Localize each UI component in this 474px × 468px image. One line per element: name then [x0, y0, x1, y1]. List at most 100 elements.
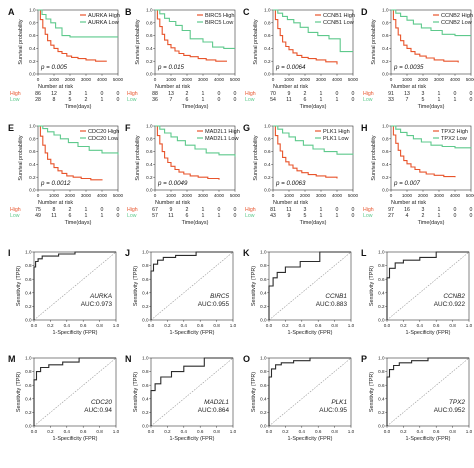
risk-row-label-low: Low: [245, 97, 255, 103]
x-tick-label: 0.2: [400, 323, 407, 328]
risk-count-high: 81: [270, 207, 276, 213]
y-tick-label: 0.4: [142, 396, 149, 401]
plot-frame: [390, 9, 472, 75]
x-axis-label: 1-Specificity (FPR): [406, 436, 451, 442]
risk-count-low: 11: [51, 213, 56, 219]
risk-row-label-high: High: [10, 207, 21, 213]
x-tick-label: 0.0: [266, 429, 273, 434]
x-tick-label: 4000: [97, 193, 108, 198]
legend-label-high: CCNB1 High: [323, 13, 355, 19]
x-tick-label: 4000: [332, 77, 343, 82]
risk-count-low: 9: [288, 213, 291, 219]
risk-row-label-high: High: [127, 207, 138, 213]
km-curve-low: [391, 125, 472, 149]
roc-curve: [386, 251, 469, 320]
y-tick-label: 1.0: [378, 356, 385, 361]
risk-count-high: 0: [234, 91, 237, 97]
risk-count-high: 2: [304, 91, 307, 97]
x-tick-label: 0.4: [417, 429, 424, 434]
y-tick-label: 0.0: [29, 72, 36, 77]
risk-count-high: 8: [53, 207, 56, 213]
x-tick-label: 0.8: [96, 429, 103, 434]
y-tick-label: 0.2: [146, 175, 153, 180]
panel-letter: N: [125, 354, 132, 364]
y-tick-label: 0.2: [25, 304, 32, 309]
risk-count-high: 97: [388, 207, 394, 213]
risk-row-label-low: Low: [10, 97, 20, 103]
y-axis-label: Sensitivity (TPR): [369, 372, 375, 412]
x-tick-label: 3000: [198, 193, 209, 198]
y-axis-label: Sensitivity (TPR): [16, 266, 22, 306]
x-tick-label: 0.6: [197, 429, 204, 434]
risk-count-high: 9: [288, 91, 291, 97]
x-tick-label: 0.4: [417, 323, 424, 328]
risk-count-high: 1: [438, 207, 441, 213]
risk-count-high: 0: [117, 207, 120, 213]
km-panel-c: C 0.0 0.2 0.4 0.6 0.8 1.0 Survival probability C…: [243, 7, 359, 110]
y-tick-label: 0.4: [29, 46, 36, 51]
roc-panel-p: P 0.00.0 0.2 0.2 0.4 0.4 0.6 0.6 0.8 0.8 1.0 1.0 Sen…: [361, 354, 473, 442]
y-tick-label: 1.0: [264, 8, 271, 13]
x-tick-label: 2000: [65, 193, 76, 198]
legend-label-low: CCNB2 Low: [441, 20, 473, 26]
risk-count-low: 6: [304, 97, 307, 103]
y-tick-label: 1.0: [142, 250, 149, 255]
risk-count-high: 16: [404, 207, 410, 213]
x-tick-label: 0.2: [47, 323, 54, 328]
risk-count-low: 1: [85, 213, 88, 219]
risk-count-high: 1: [202, 207, 205, 213]
plot-frame: [154, 125, 236, 191]
gene-name: MAD2L1: [204, 399, 229, 406]
x-tick-label: 1.0: [230, 323, 237, 328]
x-tick-label: 1000: [166, 193, 177, 198]
x-axis-label: Time(days): [300, 220, 327, 226]
risk-count-high: 3: [69, 91, 72, 97]
x-tick-label: 1.0: [230, 429, 237, 434]
risk-count-low: 0: [352, 97, 355, 103]
auc-value: AUC:0.955: [198, 301, 230, 308]
y-tick-label: 0.0: [260, 318, 267, 323]
y-tick-label: 1.0: [142, 356, 149, 361]
risk-count-low: 0: [454, 213, 457, 219]
y-tick-label: 0.6: [29, 149, 36, 154]
legend-label-high: MAD2L1 High: [205, 129, 240, 135]
y-tick-label: 0.4: [378, 396, 385, 401]
x-tick-label: 3000: [316, 193, 327, 198]
p-value: p = 0.0049: [157, 180, 188, 187]
y-tick-label: 0.2: [264, 175, 271, 180]
x-tick-label: 0.8: [213, 429, 220, 434]
risk-count-high: 1: [202, 91, 205, 97]
risk-table-title: Number at risk: [391, 84, 426, 90]
roc-curve: [150, 251, 233, 320]
y-tick-label: 0.2: [29, 175, 36, 180]
x-axis-label: Time(days): [65, 104, 92, 110]
x-tick-label: 2000: [65, 77, 76, 82]
risk-count-high: 1: [438, 91, 441, 97]
y-tick-label: 1.0: [29, 124, 36, 129]
y-tick-label: 0.4: [29, 162, 36, 167]
x-tick-label: 1.0: [466, 323, 473, 328]
risk-row-label-low: Low: [127, 97, 137, 103]
x-tick-label: 0: [390, 77, 393, 82]
legend-label-low: TPX2 Low: [441, 136, 468, 142]
x-tick-label: 0.8: [213, 323, 220, 328]
risk-count-low: 28: [35, 97, 41, 103]
y-axis-label: Sensitivity (TPR): [133, 372, 139, 412]
risk-count-high: 13: [404, 91, 410, 97]
risk-row-label-high: High: [245, 207, 256, 213]
x-axis-label: 1-Specificity (FPR): [170, 330, 215, 336]
y-tick-label: 0.0: [378, 424, 385, 429]
risk-count-low: 33: [388, 97, 394, 103]
x-tick-label: 4000: [97, 77, 108, 82]
y-tick-label: 0.6: [264, 149, 271, 154]
y-tick-label: 0.6: [378, 383, 385, 388]
x-tick-label: 3000: [434, 77, 445, 82]
diagonal-reference: [386, 357, 470, 427]
y-tick-label: 0.2: [260, 304, 267, 309]
panel-letter: L: [361, 248, 367, 258]
km-panel-f: F 0.0 0.2 0.4 0.6 0.8 1.0 Survival probability M…: [125, 123, 241, 226]
risk-count-high: 0: [454, 91, 457, 97]
risk-count-high: 2: [186, 91, 189, 97]
legend-label-high: TPX2 High: [441, 129, 468, 135]
km-panel-a: A 0.0 0.2 0.4 0.6 0.8 1.0 Survival probability A…: [8, 7, 124, 110]
